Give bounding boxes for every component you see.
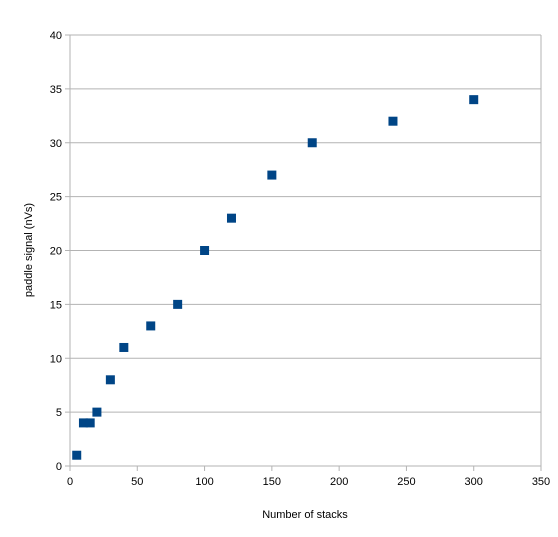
y-axis-label: paddle signal (nVs) — [23, 203, 35, 297]
data-point — [105, 375, 115, 385]
x-tick-label: 200 — [330, 476, 348, 488]
x-tick-label: 250 — [397, 476, 415, 488]
data-points — [72, 95, 479, 460]
data-point — [469, 95, 479, 105]
y-tick-label: 10 — [50, 353, 62, 365]
data-point — [146, 321, 156, 331]
data-point — [200, 246, 210, 255]
y-tick-label: 30 — [50, 138, 62, 150]
y-tick-label: 20 — [50, 246, 62, 258]
y-tick-label: 25 — [50, 192, 62, 204]
data-point — [267, 170, 277, 180]
y-tick-label: 35 — [50, 84, 62, 96]
x-tick-label: 150 — [263, 476, 281, 488]
data-point — [78, 418, 88, 428]
data-point — [92, 407, 102, 417]
x-tick-label: 100 — [195, 476, 213, 488]
data-point — [119, 342, 129, 352]
x-tick-label: 300 — [465, 476, 483, 488]
x-tick-label: 50 — [131, 476, 143, 488]
y-tick-label: 0 — [56, 461, 62, 473]
x-tick-label: 350 — [532, 476, 550, 488]
tick-labels: 0 5 10 15 20 25 30 35 40 0 50 100 150 200 250 300 350 — [50, 30, 550, 488]
y-tick-label: 40 — [50, 30, 62, 42]
grid-lines — [70, 34, 541, 467]
axes — [65, 34, 542, 471]
data-point — [226, 213, 236, 223]
data-point — [72, 450, 82, 460]
x-axis-label: Number of stacks — [262, 509, 348, 521]
data-point — [85, 418, 95, 428]
x-tick-label: 0 — [67, 476, 73, 488]
data-point — [388, 116, 398, 126]
y-tick-label: 5 — [56, 407, 62, 419]
y-tick-label: 15 — [50, 299, 62, 311]
data-point — [173, 299, 183, 309]
data-point — [307, 138, 317, 148]
